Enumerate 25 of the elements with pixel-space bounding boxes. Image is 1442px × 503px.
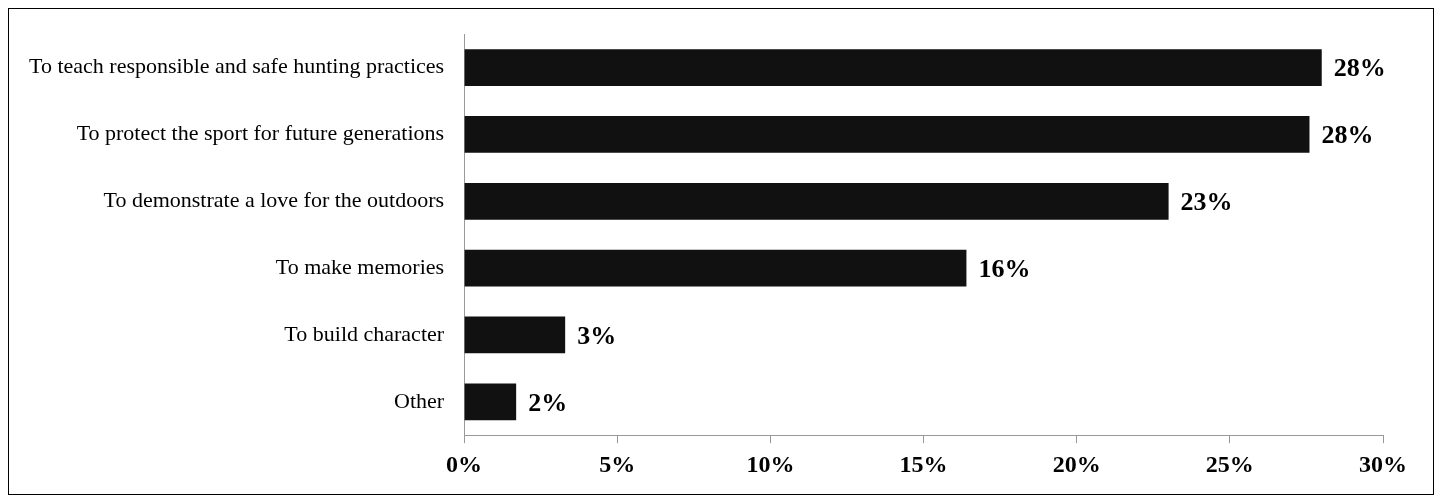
- x-tick-label: 5%: [599, 450, 636, 477]
- bar: [464, 316, 566, 354]
- x-tick-label: 25%: [1205, 450, 1254, 477]
- bar: [464, 249, 967, 287]
- y-tick-label: To demonstrate a love for the outdoors: [103, 187, 445, 213]
- bar: [464, 383, 517, 421]
- x-tick-label: 0%: [446, 450, 483, 477]
- y-tick-label: To protect the sport for future generations: [76, 120, 445, 146]
- x-tick-label: 10%: [746, 450, 795, 477]
- data-label: 16%: [978, 253, 1031, 283]
- data-label: 28%: [1321, 120, 1374, 150]
- data-label: 23%: [1180, 187, 1233, 216]
- x-tick-label: 15%: [899, 450, 948, 477]
- y-tick-label: Other: [394, 387, 445, 413]
- bar: [464, 116, 1310, 153]
- y-tick-label: To build character: [284, 320, 445, 346]
- bar: [464, 49, 1322, 86]
- x-tick-label: 30%: [1359, 450, 1407, 477]
- bar: [464, 182, 1169, 220]
- data-label: 3%: [577, 320, 617, 350]
- y-tick-label: To make memories: [275, 253, 445, 279]
- x-tick-label: 20%: [1052, 450, 1101, 477]
- data-label: 2%: [528, 387, 568, 417]
- data-label: 28%: [1333, 53, 1386, 83]
- y-tick-label: To teach responsible and safe hunting practices: [29, 53, 445, 79]
